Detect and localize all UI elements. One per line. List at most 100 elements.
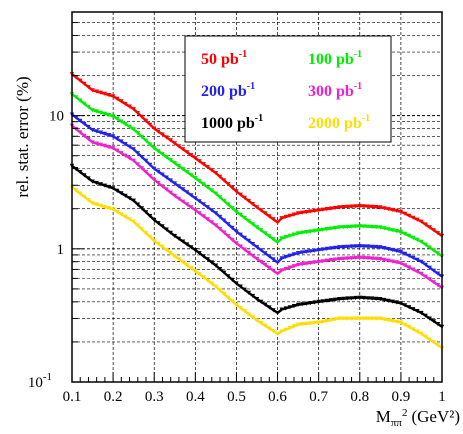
data-point (234, 302, 239, 307)
data-point (271, 257, 276, 262)
data-point (357, 255, 362, 260)
data-point (135, 223, 140, 228)
data-point (332, 257, 338, 262)
data-point (197, 251, 202, 256)
legend-value: 50 (201, 51, 221, 68)
legend-entry-200: 200 pb-1 (201, 81, 255, 100)
data-point (168, 178, 173, 183)
data-point (73, 95, 79, 100)
data-point (341, 256, 346, 261)
data-point (246, 312, 251, 317)
data-point (283, 327, 288, 332)
data-point (123, 193, 128, 198)
data-point (419, 331, 424, 336)
data-point (123, 142, 128, 147)
data-point (213, 284, 219, 289)
data-point (184, 242, 190, 247)
data-point (419, 259, 424, 264)
data-point (168, 251, 173, 256)
data-point (242, 247, 247, 252)
data-point (337, 256, 342, 262)
data-point (398, 229, 404, 235)
data-point (226, 234, 231, 239)
data-point (213, 171, 219, 176)
data-point (221, 291, 227, 297)
data-point (332, 317, 338, 322)
data-point (131, 219, 136, 224)
data-point (242, 215, 247, 221)
x-tick-label: 1 (438, 389, 446, 405)
data-point (394, 260, 399, 265)
data-point (378, 297, 383, 302)
data-point (365, 224, 371, 229)
data-point (201, 182, 206, 187)
data-point (267, 214, 272, 219)
data-point (254, 318, 260, 323)
data-point (127, 217, 132, 222)
data-point (316, 248, 321, 253)
x-axis-label-sup: 2 (402, 407, 408, 419)
data-point (308, 301, 313, 306)
data-point (139, 227, 145, 232)
data-point (365, 316, 371, 321)
data-point (402, 263, 408, 268)
legend-value: 1000 (201, 115, 237, 132)
data-point (143, 118, 149, 123)
data-point (394, 229, 399, 234)
data-point (353, 316, 358, 321)
data-point (263, 302, 268, 307)
data-point (168, 138, 173, 143)
data-point (164, 227, 169, 232)
data-point (168, 190, 173, 195)
data-point (82, 121, 87, 126)
data-point (86, 176, 91, 181)
data-point (361, 316, 367, 321)
data-point (263, 231, 268, 236)
x-axis-label-main: M (376, 407, 391, 426)
data-point (374, 316, 379, 321)
data-point (258, 299, 264, 304)
data-point (246, 238, 251, 243)
data-point (279, 329, 284, 334)
data-point (357, 244, 362, 249)
data-point (304, 249, 309, 254)
data-point (139, 166, 145, 171)
data-point (406, 233, 412, 238)
data-point (435, 251, 441, 256)
data-point (213, 223, 219, 228)
legend-value: 200 (201, 83, 229, 100)
data-point (115, 209, 120, 214)
data-point (369, 256, 375, 261)
data-point (386, 247, 391, 252)
legend-unit-exponent: -1 (362, 113, 370, 124)
data-point (411, 235, 416, 240)
data-point (324, 298, 330, 303)
data-point (197, 199, 202, 204)
data-point (180, 147, 186, 152)
data-point (345, 244, 350, 249)
data-point (435, 322, 441, 327)
data-point (328, 246, 334, 251)
data-point (382, 226, 387, 231)
data-point (221, 218, 227, 223)
data-point (147, 142, 153, 147)
data-point (205, 205, 210, 210)
data-point (300, 262, 305, 267)
data-point (254, 245, 260, 250)
data-point (378, 316, 383, 321)
data-point (180, 167, 186, 172)
data-point (152, 238, 157, 243)
data-point (180, 260, 186, 265)
legend-entry-1000: 1000 pb-1 (201, 113, 263, 132)
data-point (82, 133, 87, 138)
data-point (423, 242, 428, 247)
data-point (82, 81, 87, 86)
data-point (152, 217, 157, 223)
data-point (102, 183, 108, 188)
data-point (406, 213, 412, 218)
y-tick-label: 1 (57, 242, 65, 258)
data-point (221, 270, 227, 275)
data-point (382, 257, 387, 262)
data-point (263, 211, 268, 216)
data-point (283, 235, 288, 240)
